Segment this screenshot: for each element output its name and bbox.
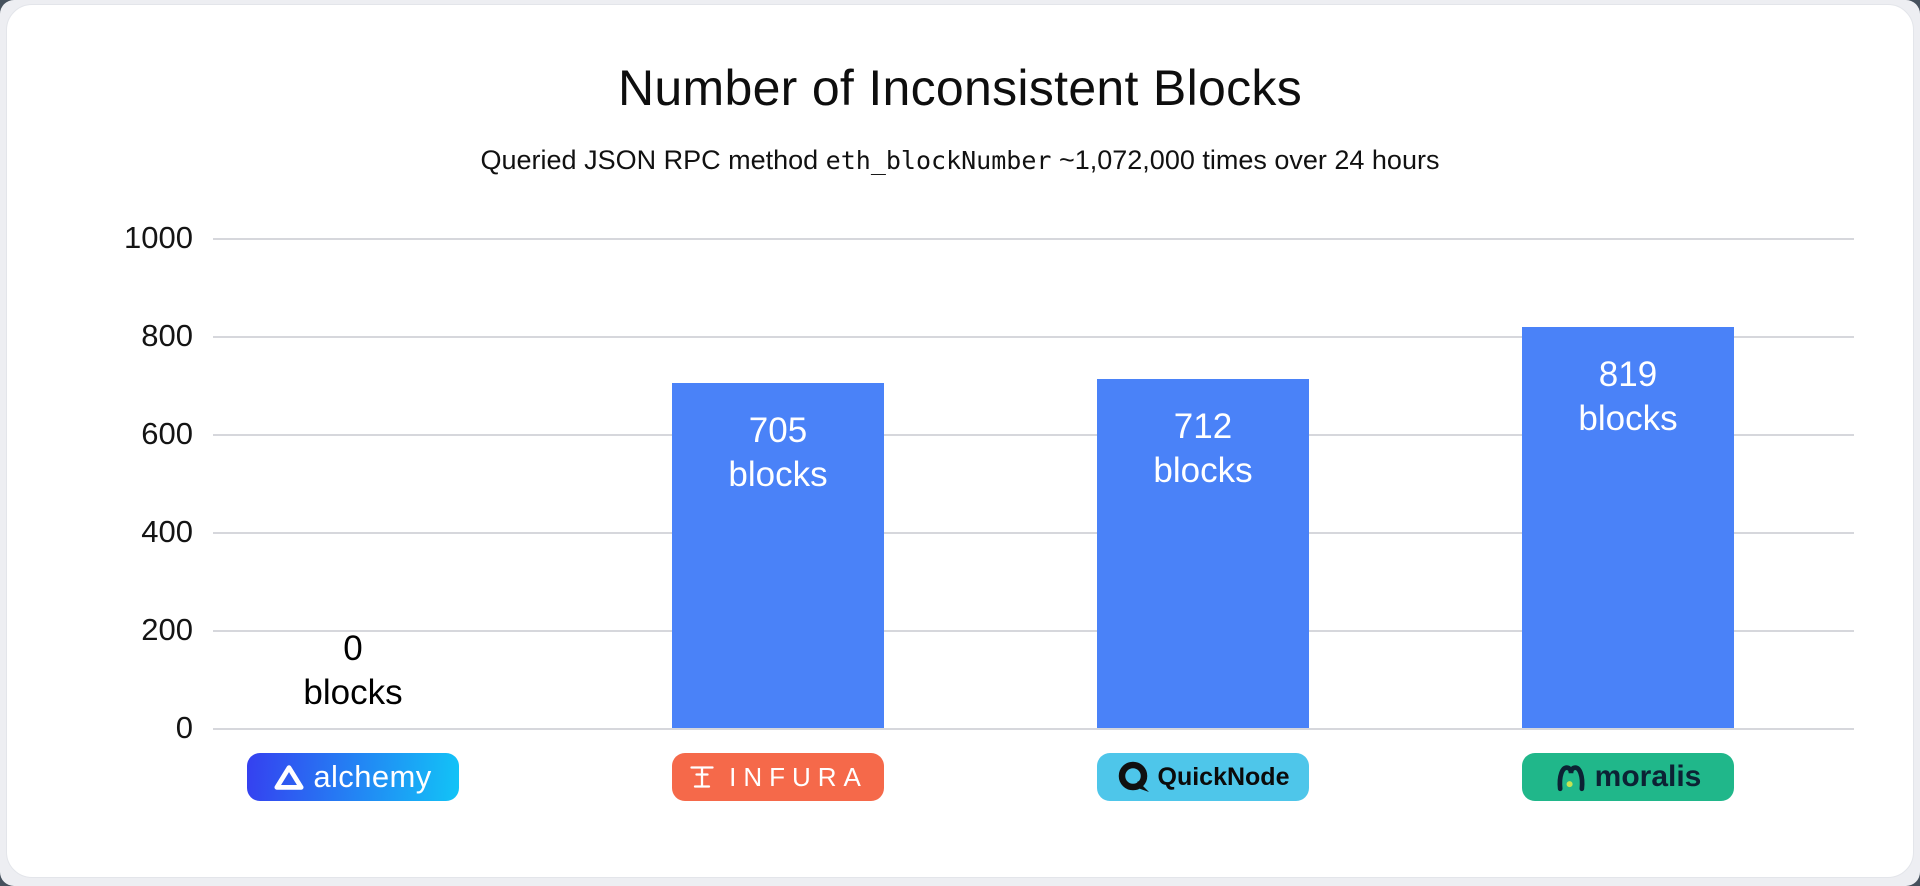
gridlines (213, 238, 1854, 730)
bar-unit: blocks (728, 454, 828, 494)
y-tick-label: 400 (141, 514, 193, 549)
bar-infura: 705 blocks (672, 382, 884, 728)
quicknode-badge-label: QuickNode (1157, 762, 1290, 791)
bar-unit: blocks (1153, 451, 1253, 491)
gridline (213, 630, 1854, 632)
quicknode-badge: QuickNode (1097, 753, 1309, 801)
y-tick-label: 0 (175, 710, 193, 745)
bar-value-label-quicknode: 712 blocks (1097, 379, 1309, 493)
bar-unit: blocks (303, 673, 403, 712)
y-tick-label: 800 (141, 318, 193, 353)
alchemy-badge: alchemy (247, 753, 459, 801)
chart-card: Number of Inconsistent Blocks Queried JS… (6, 4, 1914, 878)
bar-column-infura: 705 blocks (565, 238, 991, 801)
y-tick-label: 1000 (124, 220, 193, 255)
alchemy-logo-icon (274, 764, 304, 790)
bar-value-label-alchemy: 0 blocks (140, 627, 566, 715)
moralis-badge-label: moralis (1594, 760, 1702, 793)
moralis-logo-icon (1557, 764, 1585, 791)
bar-value: 819 (1598, 354, 1658, 394)
y-axis: 0 200 400 600 800 1000 (7, 220, 193, 745)
gridline (213, 728, 1854, 730)
bar-column-quicknode: 712 blocks QuickNode (990, 238, 1416, 801)
bar-quicknode: 712 blocks (1097, 379, 1309, 728)
gridline (213, 238, 1854, 240)
moralis-badge: moralis (1522, 753, 1734, 801)
infura-logo-icon (690, 766, 714, 788)
y-tick-label: 600 (141, 416, 193, 451)
bar-moralis: 819 blocks (1522, 326, 1734, 728)
quicknode-logo-icon (1118, 761, 1149, 792)
gridline (213, 532, 1854, 534)
gridline (213, 336, 1854, 338)
bar-value-label-infura: 705 blocks (672, 383, 884, 497)
bar-unit: blocks (1578, 398, 1678, 438)
bar-value: 705 (748, 410, 808, 450)
infura-badge: INFURA (672, 753, 884, 801)
infura-badge-label: INFURA (729, 761, 868, 792)
bar-value: 712 (1173, 407, 1233, 447)
bars-layer: 0 blocks alchemy 70 (213, 238, 1854, 801)
gridline (213, 434, 1854, 436)
chart-title: Number of Inconsistent Blocks (618, 60, 1302, 116)
bar-column-alchemy: 0 blocks alchemy (140, 238, 566, 801)
plot-area: 0 blocks alchemy 70 (213, 238, 1854, 801)
subtitle-code-method: eth_blockNumber (825, 146, 1052, 175)
chart-subtitle: Queried JSON RPC method eth_blockNumber … (7, 145, 1913, 176)
subtitle-suffix: ~1,072,000 times over 24 hours (1058, 145, 1440, 175)
alchemy-badge-label: alchemy (313, 759, 432, 794)
y-tick-label: 200 (141, 612, 193, 647)
subtitle-prefix: Queried JSON RPC method (480, 145, 819, 175)
bar-column-moralis: 819 blocks moralis (1415, 238, 1841, 801)
bar-chart: 0 200 400 600 800 1000 0 blocks (7, 220, 1913, 801)
bar-value-label-moralis: 819 blocks (1522, 327, 1734, 441)
bar-value: 0 (343, 629, 363, 668)
